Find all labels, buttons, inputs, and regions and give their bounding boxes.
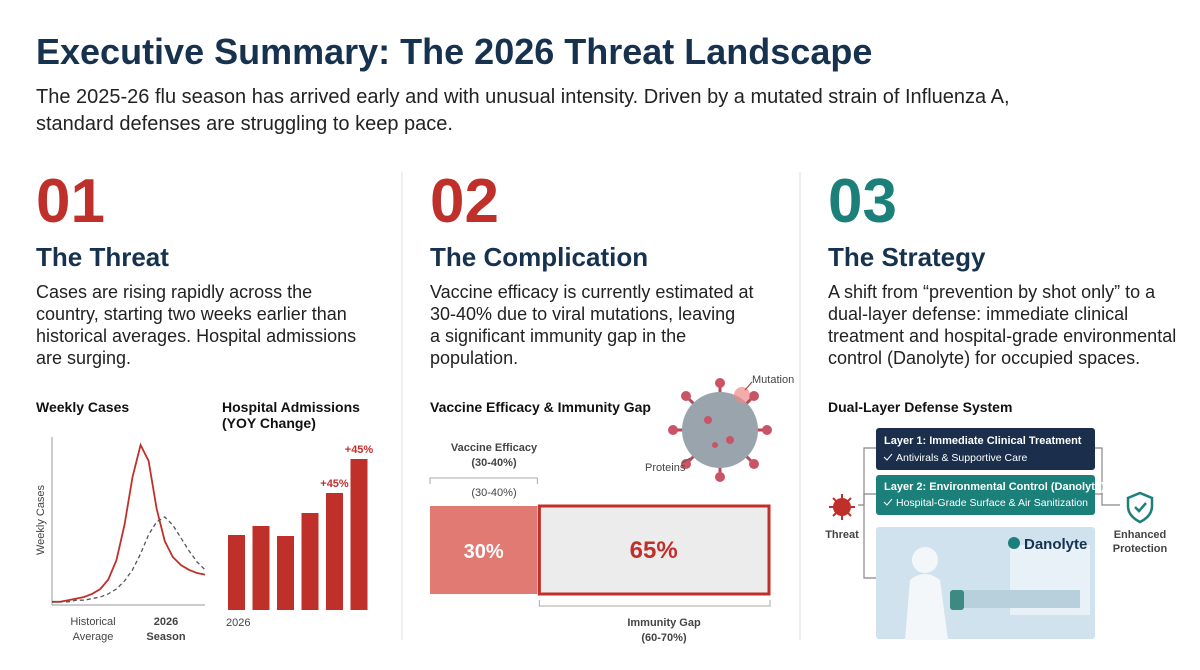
layer-title: Layer 1: Immediate Clinical Treatment	[884, 435, 1082, 447]
section-body: dual-layer defense: immediate clinical	[828, 304, 1128, 324]
outcome-label: Protection	[1113, 543, 1168, 555]
section-body: a significant immunity gap in the	[430, 326, 686, 346]
section-number: 03	[828, 167, 897, 236]
page-title: Executive Summary: The 2026 Threat Lands…	[36, 31, 872, 72]
illustration-label: Mutation	[752, 374, 794, 386]
subtitle: The 2025-26 flu season has arrived early…	[36, 86, 1010, 108]
line	[52, 516, 206, 603]
bar	[326, 493, 343, 610]
chart-title: Hospital Admissions	[222, 399, 360, 415]
x-label: 2026	[154, 616, 178, 628]
layer-title: Layer 2: Environmental Control (Danolyte…	[884, 481, 1105, 493]
brand: Danolyte	[1024, 536, 1087, 553]
layer-item: Antivirals & Supportive Care	[896, 452, 1027, 464]
bar-label: Immunity Gap	[627, 617, 701, 629]
bar-segment	[537, 504, 771, 596]
bracket	[538, 600, 771, 607]
bar-annotation: +45%	[345, 444, 374, 456]
layer-box	[876, 475, 1095, 515]
section-number: 01	[36, 167, 105, 236]
section-body: treatment and hospital-grade environment…	[828, 326, 1176, 346]
section-body: Vaccine efficacy is currently estimated …	[430, 282, 753, 302]
section-body: control (Danolyte) for occupied spaces.	[828, 348, 1140, 368]
section-body: historical averages. Hospital admissions	[36, 326, 356, 346]
bar	[301, 513, 319, 610]
illustration-label: Proteins	[645, 462, 686, 474]
section-number: 02	[430, 167, 499, 236]
bar-label: Vaccine Efficacy	[451, 442, 538, 454]
section-heading: The Threat	[36, 242, 169, 272]
bar-label: (60-70%)	[641, 632, 687, 644]
chart-title: Weekly Cases	[36, 399, 129, 415]
subtitle: standard defenses are struggling to keep…	[36, 113, 453, 135]
bar	[228, 535, 245, 610]
bar-segment	[430, 506, 538, 594]
y-axis-label: Weekly Cases	[35, 484, 47, 555]
x-label: Season	[146, 631, 185, 643]
section-body: A shift from “prevention by shot only” t…	[828, 282, 1156, 302]
x-label: Historical	[70, 616, 115, 628]
connectors	[858, 447, 1120, 579]
chart-title: (YOY Change)	[222, 415, 316, 431]
section-heading: The Strategy	[828, 242, 986, 272]
bar	[277, 536, 294, 610]
chart-title: Vaccine Efficacy & Immunity Gap	[430, 399, 651, 415]
layer-box	[876, 428, 1095, 470]
value-label: 30%	[464, 541, 504, 563]
bracket	[429, 477, 538, 484]
check-icon	[883, 453, 893, 461]
virus-illustration	[668, 378, 772, 482]
bar	[252, 526, 270, 610]
section-body: 30-40% due to viral mutations, leaving	[430, 304, 735, 324]
chart-title: Dual-Layer Defense System	[828, 399, 1012, 415]
value-label: 65%	[630, 537, 678, 564]
shield-icon	[1126, 491, 1154, 524]
cleaning-photo	[876, 527, 1095, 640]
section-body: are surging.	[36, 348, 131, 368]
threat-label: Threat	[825, 529, 859, 541]
x-label: 2026	[226, 617, 250, 629]
brand-icon	[1008, 537, 1020, 549]
check-icon	[883, 498, 893, 506]
section-heading: The Complication	[430, 242, 648, 272]
outcome-label: Enhanced	[1114, 529, 1167, 541]
bar	[350, 459, 368, 610]
section-body: country, starting two weeks earlier than	[36, 304, 347, 324]
bar-label: (30-40%)	[471, 457, 517, 469]
section-body: Cases are rising rapidly across the	[36, 282, 312, 302]
bar-annotation: +45%	[320, 478, 349, 490]
range-note: (30-40%)	[471, 487, 516, 499]
layer-item: Hospital-Grade Surface & Air Sanitizatio…	[896, 497, 1088, 509]
line	[52, 442, 206, 603]
x-label: Average	[73, 631, 114, 643]
section-body: population.	[430, 348, 518, 368]
threat-icon	[829, 494, 855, 520]
